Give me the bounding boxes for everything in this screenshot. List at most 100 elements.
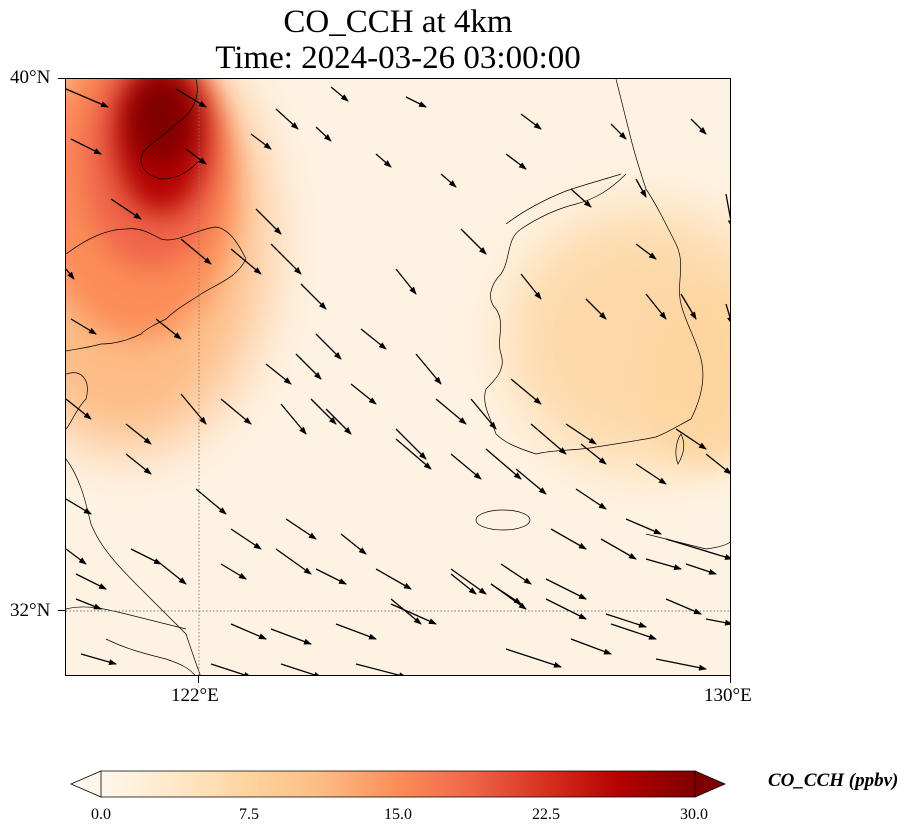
wind-vector-arrow — [310, 398, 337, 425]
ytick-mark-40N — [58, 78, 65, 79]
wind-vector-arrow — [395, 268, 417, 295]
map-canvas — [66, 79, 730, 675]
wind-vector-arrow — [270, 628, 312, 645]
wind-vector-arrow — [300, 283, 327, 310]
wind-vector-arrow — [520, 273, 542, 300]
wind-vector-arrow — [180, 238, 212, 265]
xtick-label-122E: 122°E — [171, 685, 219, 706]
wind-vector-arrow — [66, 268, 75, 280]
wind-vector-arrow — [515, 468, 547, 495]
wind-vector-arrow — [725, 193, 730, 228]
wind-vector-arrow — [565, 423, 597, 445]
gridlines — [66, 79, 730, 675]
wind-vector-arrow — [485, 448, 522, 480]
wind-vector-arrow — [315, 126, 332, 142]
wind-vector-arrow — [705, 453, 730, 475]
colorbar-tick-4: 30.0 — [680, 806, 708, 823]
wind-vector-arrow — [110, 198, 142, 220]
wind-vector-arrow — [610, 123, 627, 140]
wind-vector-arrow — [330, 86, 349, 102]
wind-vector-arrow — [450, 568, 487, 595]
wind-vector-arrow — [500, 563, 532, 585]
wind-vector-arrow — [295, 353, 322, 380]
wind-vector-arrow — [585, 298, 607, 320]
wind-vector-arrow — [530, 423, 567, 455]
wind-vector-arrow — [665, 538, 730, 560]
wind-vector-arrow — [685, 563, 717, 575]
wind-vector-arrow — [645, 558, 682, 570]
wind-vector-arrow — [450, 573, 477, 595]
wind-vector-arrow — [395, 428, 427, 460]
coastline-japan — [645, 533, 730, 550]
coastline-bohai — [140, 79, 202, 180]
wind-vector-arrow — [375, 153, 392, 168]
colorbar — [70, 770, 726, 798]
wind-vector-arrow — [125, 423, 152, 445]
colorbar-extend-high — [694, 770, 726, 798]
colorbar-title: CO_CCH (ppbv) — [768, 770, 899, 791]
wind-vector-arrow — [350, 383, 377, 405]
concentration-field — [66, 79, 730, 469]
wind-vector-arrow — [70, 138, 102, 155]
wind-vector-arrow — [180, 393, 207, 425]
wind-vector-arrow — [470, 398, 497, 430]
coastline-yangtze — [66, 606, 187, 630]
colorbar-tick-0: 0.0 — [91, 806, 111, 823]
wind-vector-arrow — [255, 208, 282, 235]
ytick-label-32N: 32°N — [10, 600, 51, 621]
wind-vector-arrow — [570, 188, 592, 208]
wind-vector-arrow — [460, 228, 487, 255]
wind-vector-arrow — [570, 638, 612, 655]
wind-vector-arrow — [66, 548, 87, 565]
wind-vector-arrow — [230, 248, 262, 275]
coastline-liaodong — [66, 226, 247, 352]
wind-vector-arrow — [625, 518, 662, 535]
wind-vector-arrow — [415, 353, 442, 385]
wind-vector-arrow — [360, 328, 387, 350]
wind-vector-arrow — [285, 518, 317, 540]
ytick-mark-32N — [58, 610, 65, 611]
xtick-label-130E: 130°E — [704, 685, 752, 706]
wind-vector-arrow — [655, 658, 707, 671]
wind-vector-arrow — [220, 398, 252, 425]
wind-vector-arrow — [610, 623, 657, 640]
wind-vector-arrow — [450, 453, 482, 480]
xtick-mark-130E — [730, 676, 731, 683]
wind-vector-arrow — [635, 178, 647, 198]
wind-vector-arrow — [440, 173, 457, 188]
wind-vector-arrow — [390, 598, 422, 625]
wind-vector-arrow — [220, 563, 247, 580]
wind-vector-arrow — [280, 403, 307, 435]
colorbar-tick-2: 15.0 — [384, 806, 412, 823]
coastline-china-east — [66, 458, 201, 675]
ytick-label-40N: 40°N — [10, 67, 51, 88]
wind-vector-arrow — [405, 96, 427, 108]
wind-vector-arrow — [605, 613, 647, 628]
wind-vector-arrow — [580, 443, 607, 465]
wind-vector-arrow — [335, 623, 377, 640]
coastline-korea-east — [615, 79, 704, 420]
colorbar-tick-1: 7.5 — [239, 806, 259, 823]
wind-vector-arrow — [680, 293, 697, 320]
wind-vectors — [66, 86, 730, 675]
colorbar-gradient — [101, 771, 695, 797]
coastline-shandong — [66, 372, 88, 430]
wind-vector-arrow — [520, 113, 542, 130]
jeju-island — [475, 509, 531, 531]
wind-vector-arrow — [66, 498, 92, 515]
wind-vector-arrow — [270, 243, 302, 275]
wind-vector-arrow — [690, 118, 707, 135]
wind-vector-arrow — [395, 438, 432, 470]
wind-vector-arrow — [230, 623, 267, 640]
wind-vector-arrow — [575, 488, 607, 510]
tsushima-island — [675, 433, 685, 465]
wind-vector-arrow — [375, 568, 412, 590]
wind-vector-arrow — [390, 603, 437, 625]
map-title-line1: CO_CCH at 4km — [283, 4, 513, 40]
wind-vector-arrow — [265, 363, 292, 385]
wind-vector-arrow — [155, 318, 182, 340]
wind-vector-arrow — [70, 318, 97, 335]
wind-vector-arrow — [635, 463, 667, 485]
wind-vector-arrow — [340, 533, 367, 555]
wind-vector-arrow — [435, 398, 467, 425]
